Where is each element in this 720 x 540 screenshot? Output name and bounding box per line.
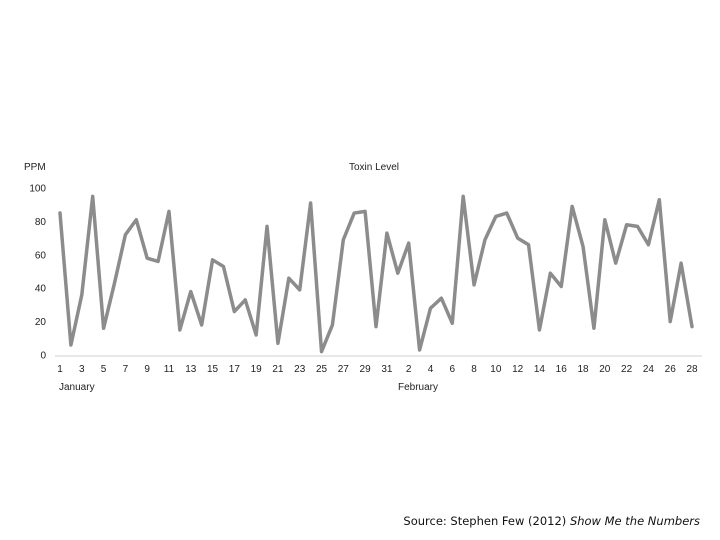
- x-tick-label: 25: [316, 364, 328, 375]
- x-tick-label: 19: [251, 364, 263, 375]
- series-line-toxin-level: [58, 194, 694, 354]
- y-tick-label: 60: [35, 250, 47, 261]
- x-tick-label: 2: [406, 364, 412, 375]
- x-tick-label: 16: [556, 364, 568, 375]
- x-tick-label: 11: [164, 364, 175, 375]
- chart-title: Toxin Level: [349, 162, 399, 173]
- x-tick-label: 10: [490, 364, 502, 375]
- x-tick-label: 22: [621, 364, 633, 375]
- x-tick-label: 1: [57, 364, 63, 375]
- y-tick-label: 40: [35, 284, 47, 295]
- month-label-january: January: [59, 382, 95, 393]
- x-tick-label: 4: [428, 364, 434, 375]
- x-tick-label: 29: [360, 364, 372, 375]
- x-tick-label: 15: [207, 364, 219, 375]
- y-tick-label: 0: [40, 351, 46, 362]
- x-tick-label: 9: [144, 364, 150, 375]
- source-prefix: Source: Stephen Few (2012): [403, 514, 570, 528]
- x-tick-label: 3: [79, 364, 85, 375]
- x-tick-label: 24: [643, 364, 655, 375]
- x-tick-label: 26: [665, 364, 677, 375]
- source-citation: Source: Stephen Few (2012) Show Me the N…: [403, 514, 700, 528]
- x-tick-label: 20: [599, 364, 611, 375]
- x-tick-label: 28: [686, 364, 698, 375]
- y-axis-title: PPM: [24, 162, 46, 173]
- x-tick-label: 14: [534, 364, 546, 375]
- x-tick-label: 31: [381, 364, 393, 375]
- month-label-february: February: [398, 382, 438, 393]
- x-tick-label: 13: [185, 364, 197, 375]
- x-tick-label: 5: [101, 364, 107, 375]
- y-tick-label: 20: [35, 317, 47, 328]
- source-book-title: Show Me the Numbers: [569, 514, 700, 528]
- x-tick-label: 21: [272, 364, 284, 375]
- x-tick-label: 7: [123, 364, 129, 375]
- x-tick-label: 6: [449, 364, 455, 375]
- x-tick-label: 27: [338, 364, 350, 375]
- x-tick-label: 18: [577, 364, 589, 375]
- x-tick-label: 17: [229, 364, 241, 375]
- x-tick-label: 12: [512, 364, 524, 375]
- y-tick-label: 80: [35, 217, 47, 228]
- x-tick-label: 23: [294, 364, 306, 375]
- x-tick-label: 8: [471, 364, 477, 375]
- y-tick-label: 100: [29, 184, 46, 195]
